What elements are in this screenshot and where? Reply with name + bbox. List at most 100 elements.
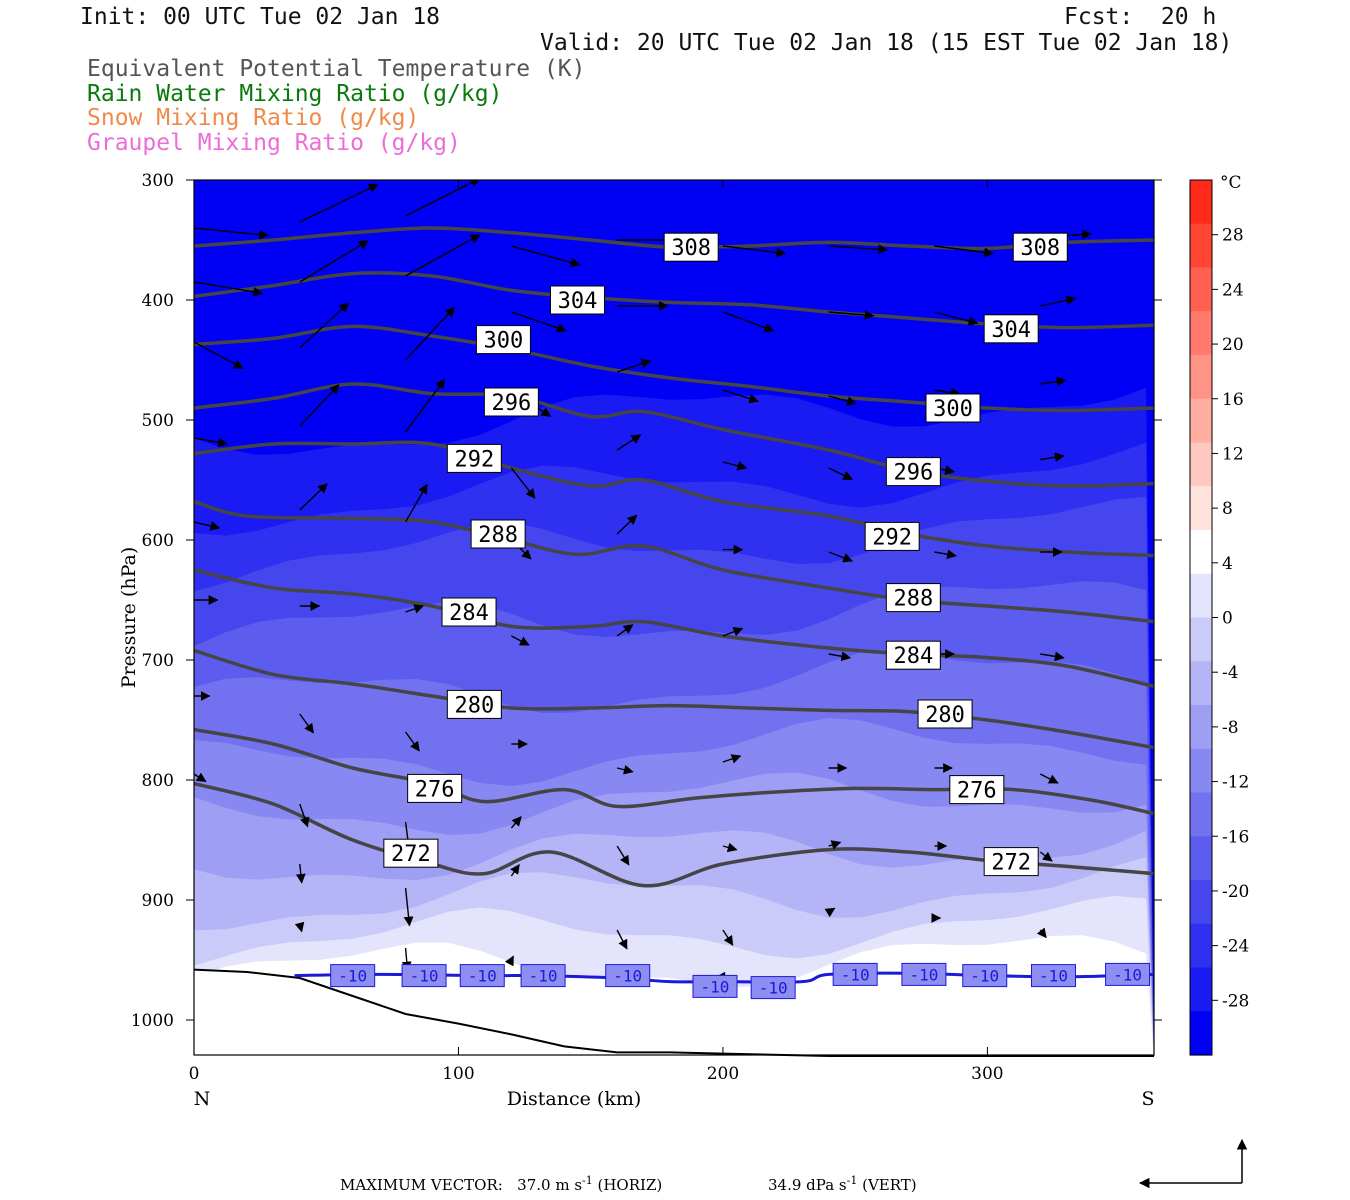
colorbar-swatch (1190, 180, 1212, 225)
isotherm-label: -10 (468, 967, 497, 986)
y-tick-label: 400 (142, 291, 174, 311)
wind-vector (299, 240, 369, 283)
theta-e-contour-288 (194, 499, 1154, 624)
isotherm-label-box (520, 964, 566, 988)
wind-vector (504, 955, 514, 967)
isotherm-label-box (962, 964, 1008, 988)
wind-vector (194, 772, 207, 783)
x-end-right-label: S (1141, 1088, 1154, 1110)
wind-vector (405, 378, 446, 433)
theta-e-contour-284 (194, 568, 1154, 689)
theta-e-label-box (949, 775, 1005, 805)
isotherm-label: -10 (759, 979, 788, 998)
isotherm-label: -10 (613, 967, 642, 986)
theta-e-label: 284 (893, 644, 933, 669)
wind-vector (511, 635, 530, 646)
theta-e-label-box (885, 583, 941, 613)
colorbar-tick-label: -8 (1222, 718, 1239, 738)
isotherm-label-box (1031, 964, 1077, 988)
colorbar-tick-label: 20 (1222, 335, 1244, 355)
isotherm-label-box (1105, 962, 1151, 986)
colorbar-tick-label: -16 (1222, 827, 1249, 847)
field-band (484, 1032, 1153, 1055)
x-tick-label: 300 (971, 1064, 1003, 1084)
theta-e-label: 288 (893, 587, 933, 612)
theta-e-label: 288 (478, 523, 518, 548)
wind-vector (194, 521, 221, 531)
y-tick-label: 800 (142, 771, 174, 791)
wind-vector (511, 311, 567, 333)
wind-vector (403, 887, 414, 927)
theta-e-label: 300 (933, 397, 973, 422)
theta-e-label-box (446, 443, 502, 473)
wind-vector (828, 395, 857, 406)
x-axis-title: Distance (km) (507, 1088, 642, 1110)
wind-vector (934, 387, 961, 398)
isotherm-label: -10 (909, 965, 938, 984)
wind-vector (828, 310, 875, 320)
wind-vector (824, 907, 836, 918)
colorbar-swatch (1190, 355, 1212, 400)
colorbar-swatch (1190, 617, 1212, 662)
wind-vector (722, 929, 734, 946)
theta-e-label: 292 (454, 447, 494, 472)
wind-vector (194, 281, 264, 297)
isotherm-label-box (692, 974, 738, 998)
theta-e-label: 296 (491, 391, 531, 416)
wind-vector (616, 624, 634, 637)
isotherm-label: -10 (970, 967, 999, 986)
wind-vector (299, 803, 310, 828)
variable-label-snow: Snow Mixing Ratio (g/kg) (87, 105, 420, 131)
wind-vector (1040, 651, 1065, 662)
y-tick-label: 700 (142, 651, 174, 671)
colorbar-swatch (1190, 530, 1212, 575)
colorbar-tick-label: -12 (1222, 773, 1249, 793)
contour-labels: 308 308 304 304 300 300 296 296 292 292 288 288 284 2… (330, 232, 1151, 1000)
variable-label-rain: Rain Water Mixing Ratio (g/kg) (87, 81, 503, 107)
theta-e-label: 280 (925, 703, 965, 728)
theta-e-label: 284 (449, 601, 489, 626)
colorbar-swatch (1190, 661, 1212, 706)
isotherm-label: -10 (338, 967, 367, 986)
theta-e-label-box (549, 285, 605, 315)
wind-vector (295, 863, 306, 884)
horiz-suffix: (HORIZ) (592, 1176, 663, 1194)
theta-e-label-box (483, 387, 539, 417)
init-time: Init: 00 UTC Tue 02 Jan 18 (80, 4, 441, 30)
horiz-value: 37.0 m s (517, 1176, 583, 1194)
wind-vector (299, 302, 350, 349)
plot-frame (193, 179, 1155, 1056)
y-tick-label: 900 (142, 891, 174, 911)
colorbar-swatch (1190, 836, 1212, 881)
wind-vector (934, 245, 994, 258)
wind-vector (722, 754, 742, 764)
wind-vector (294, 921, 305, 933)
wind-vector (828, 551, 854, 563)
wind-vector (194, 437, 229, 448)
theta-e-label-box (983, 314, 1039, 344)
wind-vector (616, 358, 652, 373)
isotherm-label-box (901, 962, 947, 986)
isotherm-label: -10 (529, 967, 558, 986)
wind-vector (722, 389, 759, 404)
wind-vectors (194, 180, 1092, 987)
wind-vector (934, 311, 979, 326)
theta-e-label-box (917, 699, 973, 729)
isotherm-label: -10 (1113, 965, 1142, 984)
colorbar-tick-label: 0 (1222, 609, 1233, 629)
theta-e-contour-296 (194, 382, 1154, 488)
theta-e-label-box (864, 521, 920, 551)
isotherm-label-box (330, 964, 376, 988)
theta-e-label: 276 (415, 777, 455, 802)
theta-e-contour-292 (194, 440, 1154, 558)
theta-e-label-box (925, 393, 981, 423)
vert-value: 34.9 dPa s (768, 1176, 847, 1194)
colorbar-swatch (1190, 398, 1212, 444)
colorbar-tick-label: 12 (1222, 444, 1244, 464)
wind-vector (194, 341, 244, 369)
wind-vector (1039, 851, 1053, 862)
valid-time: Valid: 20 UTC Tue 02 Jan 18 (15 EST Tue … (540, 30, 1233, 56)
wind-vector (828, 840, 842, 850)
theta-e-label: 308 (671, 236, 711, 261)
